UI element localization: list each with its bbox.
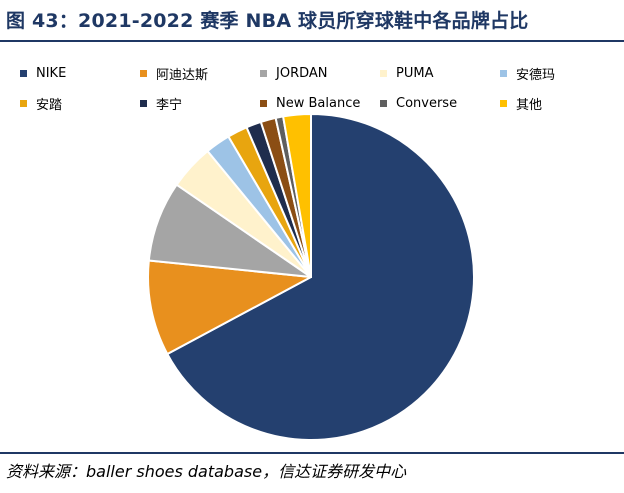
pie-slice xyxy=(147,259,312,356)
legend-label: JORDAN xyxy=(276,65,328,81)
legend-swatch xyxy=(20,99,27,107)
title-divider xyxy=(0,40,624,42)
legend-swatch xyxy=(140,99,147,107)
legend-item: New Balance xyxy=(260,96,380,111)
figure-title: 图 43：2021-2022 赛季 NBA 球员所穿球鞋中各品牌占比 xyxy=(6,10,529,32)
legend-swatch xyxy=(380,99,387,107)
legend-swatch xyxy=(260,69,267,77)
pie-chart xyxy=(147,112,475,441)
legend-label: Converse xyxy=(396,95,458,111)
legend-label: NIKE xyxy=(36,65,67,81)
source-note: 资料来源：baller shoes database，信达证券研发中心 xyxy=(6,462,407,481)
legend-item: 阿迪达斯 xyxy=(140,64,260,83)
legend-label: 李宁 xyxy=(156,97,183,113)
legend-item: 其他 xyxy=(500,94,620,113)
legend-item: NIKE xyxy=(20,66,140,81)
legend-swatch xyxy=(140,69,147,77)
chart-legend: NIKE 阿迪达斯 JORDAN PUMA 安德玛安踏 李宁 New Balance Conv… xyxy=(20,58,620,118)
pie-slice xyxy=(282,112,312,278)
legend-item: 安德玛 xyxy=(500,64,620,83)
legend-row: 安踏 李宁 New Balance Converse 其他 xyxy=(20,88,620,118)
legend-item: 李宁 xyxy=(140,94,260,113)
legend-row: NIKE 阿迪达斯 JORDAN PUMA 安德玛 xyxy=(20,58,620,88)
legend-item: PUMA xyxy=(380,66,500,81)
legend-label: New Balance xyxy=(276,95,361,111)
legend-label: 其他 xyxy=(516,97,543,113)
legend-swatch xyxy=(500,99,507,107)
legend-swatch xyxy=(500,69,507,77)
legend-label: 安德玛 xyxy=(516,67,556,83)
legend-item: JORDAN xyxy=(260,66,380,81)
legend-swatch xyxy=(20,69,27,77)
legend-label: PUMA xyxy=(396,65,434,81)
legend-swatch xyxy=(380,69,387,77)
legend-item: Converse xyxy=(380,96,500,111)
legend-item: 安踏 xyxy=(20,94,140,113)
legend-swatch xyxy=(260,99,267,107)
legend-label: 阿迪达斯 xyxy=(156,67,209,83)
pie-slice xyxy=(166,113,475,441)
source-divider xyxy=(0,452,624,454)
legend-label: 安踏 xyxy=(36,97,63,113)
